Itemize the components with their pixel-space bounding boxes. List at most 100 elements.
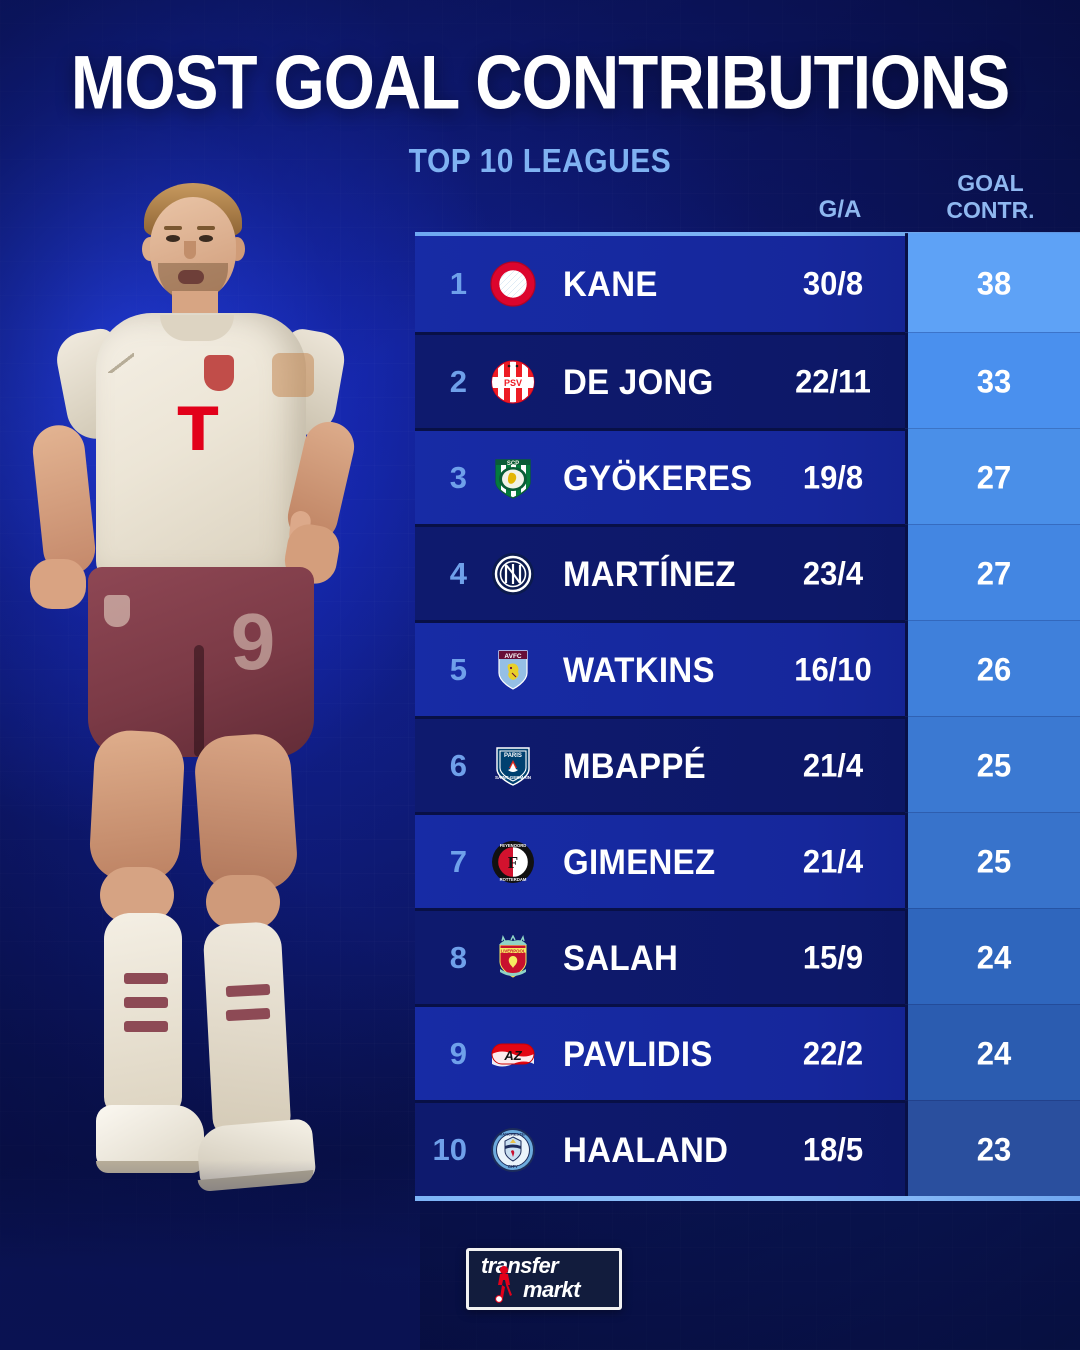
table-body: 1 KANE 30/8 38 2 PSV DE JONG 22/11 33 3 SCP GYÖ… — [415, 233, 1080, 1199]
player-brow-right — [197, 226, 215, 230]
svg-text:FEYENOORD: FEYENOORD — [500, 843, 527, 848]
player-name-cell: DE JONG — [563, 360, 714, 401]
footballer-figure-icon — [495, 1266, 512, 1303]
logo-text-markt: markt — [523, 1277, 581, 1302]
club-badge-cell — [477, 527, 549, 620]
club-badge-cell: PSV — [477, 335, 549, 428]
psv-badge-icon: PSV — [490, 359, 536, 405]
goals-assists-cell: 18/5 — [802, 1130, 864, 1168]
rank-cell: 10 — [432, 1131, 467, 1167]
rank-cell: 7 — [449, 843, 467, 879]
goal-contributions-cell: 26 — [905, 620, 1080, 719]
table-row[interactable]: 2 PSV DE JONG 22/11 33 — [415, 332, 1080, 431]
goal-contributions-cell: 25 — [905, 716, 1080, 815]
goals-assists-cell: 22/11 — [795, 362, 871, 400]
rank-cell: 1 — [449, 266, 467, 301]
player-sock-right — [202, 921, 292, 1139]
ranking-table: G/A GOAL CONTR. 1 KANE 30/8 38 2 PSV DE JON… — [415, 170, 1080, 1201]
player-fist-left — [30, 559, 86, 609]
sock-stripe — [124, 997, 168, 1008]
player-sock-left — [104, 913, 182, 1117]
bayern-badge-icon — [490, 261, 536, 307]
table-row[interactable]: 6 PARIS SAINT-GERMAIN MBAPPÉ 21/4 25 — [415, 716, 1080, 815]
sock-stripe — [124, 973, 168, 984]
svg-text:AVFC: AVFC — [504, 653, 522, 660]
table-row[interactable]: 9 AZ PAVLIDIS 22/2 24 — [415, 1004, 1080, 1103]
adidas-logo-icon — [108, 353, 134, 373]
column-header-goal-contr-line2: CONTR. — [946, 197, 1035, 224]
feyenoord-badge-icon: F FEYENOORD ROTTERDAM — [490, 839, 536, 885]
svg-text:CITY: CITY — [508, 1164, 518, 1169]
sock-stripe — [225, 983, 271, 998]
player-name-cell: WATKINS — [563, 648, 715, 689]
telekom-sponsor-logo-icon: T — [177, 395, 219, 465]
club-badge-cell — [477, 236, 549, 332]
table-row[interactable]: 8 LIVERPOOL SALAH 15/9 24 — [415, 908, 1080, 1007]
player-name-cell: HAALAND — [563, 1128, 729, 1169]
svg-text:ROTTERDAM: ROTTERDAM — [500, 877, 527, 882]
player-name-cell: MARTÍNEZ — [563, 552, 736, 593]
club-badge-cell: SCP — [477, 431, 549, 524]
table-row[interactable]: 1 KANE 30/8 38 — [415, 233, 1080, 335]
player-name-cell: MBAPPÉ — [563, 744, 706, 785]
bayern-crest-on-jersey-icon — [204, 355, 234, 391]
goal-contributions-cell: 24 — [905, 1004, 1080, 1103]
header: MOST GOAL CONTRIBUTIONS TOP 10 LEAGUES — [0, 0, 1080, 180]
goals-assists-cell: 22/2 — [802, 1034, 864, 1072]
goals-assists-cell: 16/10 — [794, 650, 872, 688]
rank-cell: 3 — [449, 459, 467, 495]
svg-text:LIVERPOOL: LIVERPOOL — [501, 948, 526, 953]
club-badge-cell: AZ — [477, 1007, 549, 1100]
goal-contributions-cell: 33 — [905, 332, 1080, 431]
table-row[interactable]: 4 MARTÍNEZ 23/4 27 — [415, 524, 1080, 623]
rank-cell: 5 — [449, 651, 467, 687]
player-nose — [184, 241, 196, 259]
column-header-ga: G/A — [818, 196, 862, 223]
player-eye-right — [199, 235, 213, 242]
player-mouth — [178, 270, 204, 284]
villa-badge-icon: AVFC — [490, 647, 536, 693]
column-header-goal-contr-line1: GOAL — [957, 170, 1024, 196]
goal-contributions-cell: 27 — [905, 524, 1080, 623]
svg-text:AZ: AZ — [503, 1048, 522, 1063]
table-bottom-rule — [415, 1196, 1080, 1201]
goals-assists-cell: 19/8 — [802, 458, 864, 496]
club-badge-cell: LIVERPOOL — [477, 911, 549, 1004]
goal-contributions-cell: 38 — [905, 233, 1080, 335]
table-row[interactable]: 3 SCP GYÖKERES 19/8 27 — [415, 428, 1080, 527]
page-title: MOST GOAL CONTRIBUTIONS — [70, 41, 1010, 126]
jersey-shoulder-patch — [272, 353, 314, 397]
goals-assists-cell: 21/4 — [802, 842, 864, 880]
player-arm-left — [30, 422, 98, 578]
table-row[interactable]: 7 F FEYENOORD ROTTERDAM GIMENEZ 21/4 25 — [415, 812, 1080, 911]
player-knee-right — [206, 875, 280, 929]
svg-text:SCP: SCP — [507, 461, 519, 467]
club-badge-cell: F FEYENOORD ROTTERDAM — [477, 815, 549, 908]
shorts-crest-icon — [104, 595, 130, 627]
rank-cell: 2 — [449, 363, 467, 399]
player-thigh-left — [88, 728, 186, 884]
transfermarkt-logo[interactable]: transfer markt — [466, 1248, 622, 1310]
goals-assists-cell: 15/9 — [802, 938, 864, 976]
player-name-cell: KANE — [563, 263, 658, 304]
player-brow-left — [164, 226, 182, 230]
goals-assists-cell: 23/4 — [802, 554, 864, 592]
player-name-cell: SALAH — [563, 936, 679, 977]
player-shorts-split — [194, 645, 204, 757]
svg-text:MANCHESTER: MANCHESTER — [499, 1131, 527, 1136]
club-badge-cell: AVFC — [477, 623, 549, 716]
goal-contributions-cell: 24 — [905, 908, 1080, 1007]
table-column-headers: G/A GOAL CONTR. — [415, 170, 1080, 232]
goals-assists-cell: 21/4 — [802, 746, 864, 784]
rank-cell: 6 — [449, 747, 467, 783]
svg-text:PSV: PSV — [504, 378, 522, 388]
table-row[interactable]: 5 AVFC WATKINS 16/10 26 — [415, 620, 1080, 719]
table-row[interactable]: 10 MANCHESTER CITY HAALAND 18/5 23 — [415, 1100, 1080, 1199]
player-bottom-fade — [0, 1160, 420, 1350]
svg-text:SAINT-GERMAIN: SAINT-GERMAIN — [495, 775, 531, 780]
sock-stripe — [124, 1021, 168, 1032]
goal-contributions-cell: 25 — [905, 812, 1080, 911]
rank-cell: 4 — [449, 555, 467, 591]
player-thigh-right — [192, 731, 300, 895]
